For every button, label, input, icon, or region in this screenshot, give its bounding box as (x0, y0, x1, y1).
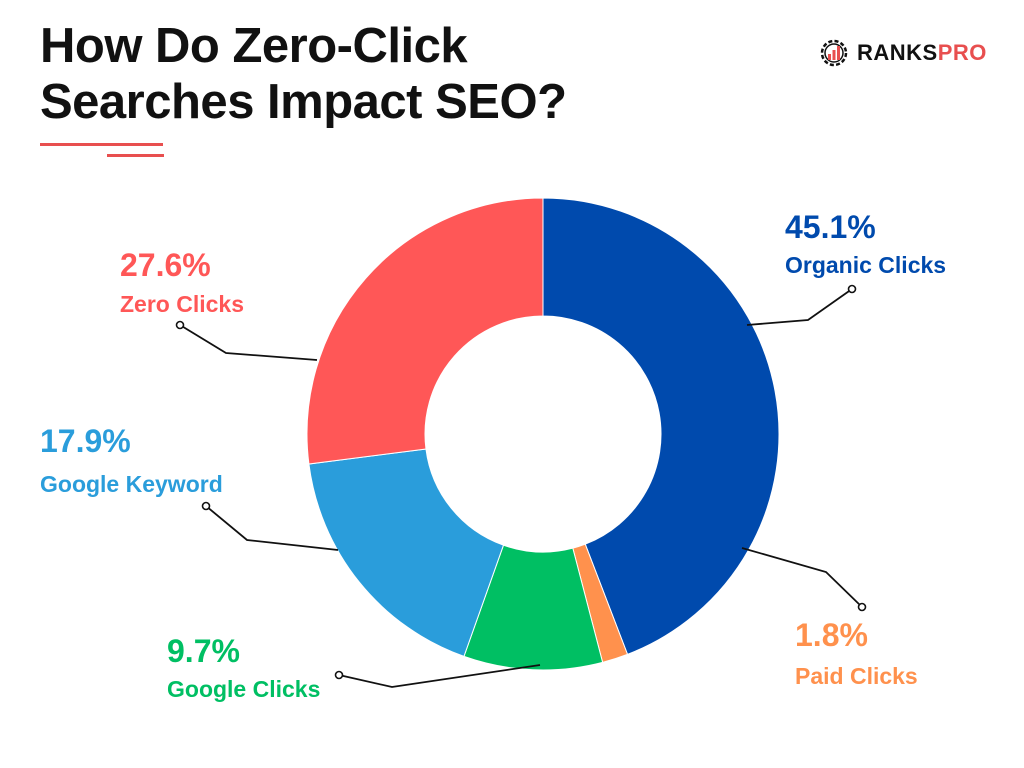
leader-dot-zero-clicks (175, 320, 185, 330)
slice-google-keyword (308, 448, 505, 658)
data-label-google-keyword: 17.9% (40, 423, 131, 459)
page-title-line-1: How Do Zero-Click (40, 19, 468, 73)
data-label-organic-clicks: 45.1% (785, 209, 876, 245)
leader-dot-organic-clicks (847, 284, 857, 294)
leader-line-google-clicks (338, 664, 541, 688)
slice-organic-clicks (542, 197, 780, 656)
leader-dot-paid-clicks (857, 602, 867, 612)
leader-line-organic-clicks (746, 288, 853, 326)
page-title: How Do Zero-Click Searches Impact SEO? (40, 18, 680, 130)
leader-line-zero-clicks (179, 324, 318, 361)
data-label-google-clicks: 9.7% (167, 633, 240, 669)
page-title-line-2: Searches Impact SEO? (40, 75, 567, 129)
leader-dot-google-clicks (334, 670, 344, 680)
data-label-paid-clicks: 1.8% (795, 617, 868, 653)
brand-logo: RANKSPRO (817, 36, 987, 70)
title-underline-short (107, 154, 164, 157)
category-label-zero-clicks: Zero Clicks (120, 291, 244, 317)
category-label-google-clicks: Google Clicks (167, 676, 320, 702)
title-underline-long (40, 143, 163, 146)
leader-dot-google-keyword (201, 501, 211, 511)
brand-name-part-1: RANKS (857, 40, 938, 65)
gear-chart-icon (820, 39, 848, 67)
brand-name-part-2: PRO (937, 40, 987, 65)
category-label-paid-clicks: Paid Clicks (795, 663, 918, 689)
category-label-google-keyword: Google Keyword (40, 471, 223, 497)
leader-line-paid-clicks (741, 547, 863, 608)
brand-name: RANKSPRO (857, 40, 987, 66)
category-label-organic-clicks: Organic Clicks (785, 252, 946, 278)
slice-zero-clicks (306, 197, 544, 465)
leader-line-google-keyword (205, 505, 339, 551)
data-label-zero-clicks: 27.6% (120, 247, 211, 283)
